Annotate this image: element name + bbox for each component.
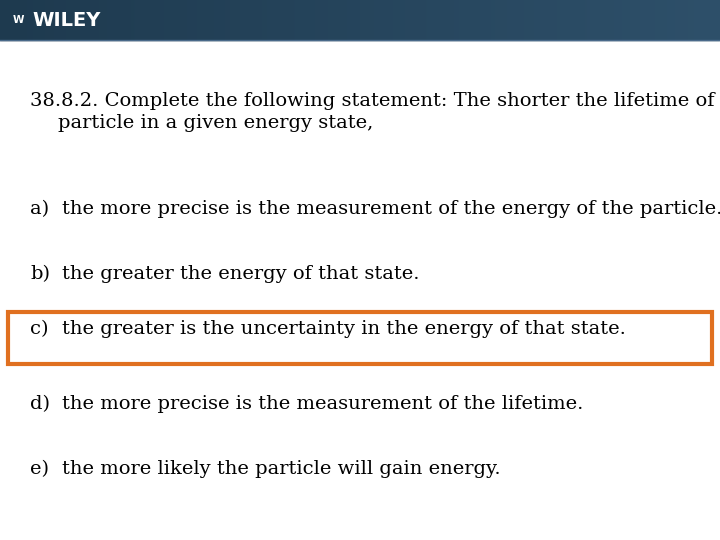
FancyBboxPatch shape bbox=[8, 312, 712, 364]
Text: c): c) bbox=[30, 320, 48, 338]
Text: 38.8.2. Complete the following statement: The shorter the lifetime of a: 38.8.2. Complete the following statement… bbox=[30, 92, 720, 110]
Text: the greater is the uncertainty in the energy of that state.: the greater is the uncertainty in the en… bbox=[62, 320, 626, 338]
Text: d): d) bbox=[30, 395, 50, 413]
Text: the more precise is the measurement of the energy of the particle.: the more precise is the measurement of t… bbox=[62, 200, 720, 218]
Text: a): a) bbox=[30, 200, 49, 218]
Text: e): e) bbox=[30, 460, 49, 478]
Text: W: W bbox=[12, 15, 24, 25]
Text: the more precise is the measurement of the lifetime.: the more precise is the measurement of t… bbox=[62, 395, 583, 413]
Text: WILEY: WILEY bbox=[32, 10, 100, 30]
Text: b): b) bbox=[30, 265, 50, 283]
Text: the more likely the particle will gain energy.: the more likely the particle will gain e… bbox=[62, 460, 500, 478]
Text: particle in a given energy state,: particle in a given energy state, bbox=[58, 114, 373, 132]
Text: the greater the energy of that state.: the greater the energy of that state. bbox=[62, 265, 420, 283]
